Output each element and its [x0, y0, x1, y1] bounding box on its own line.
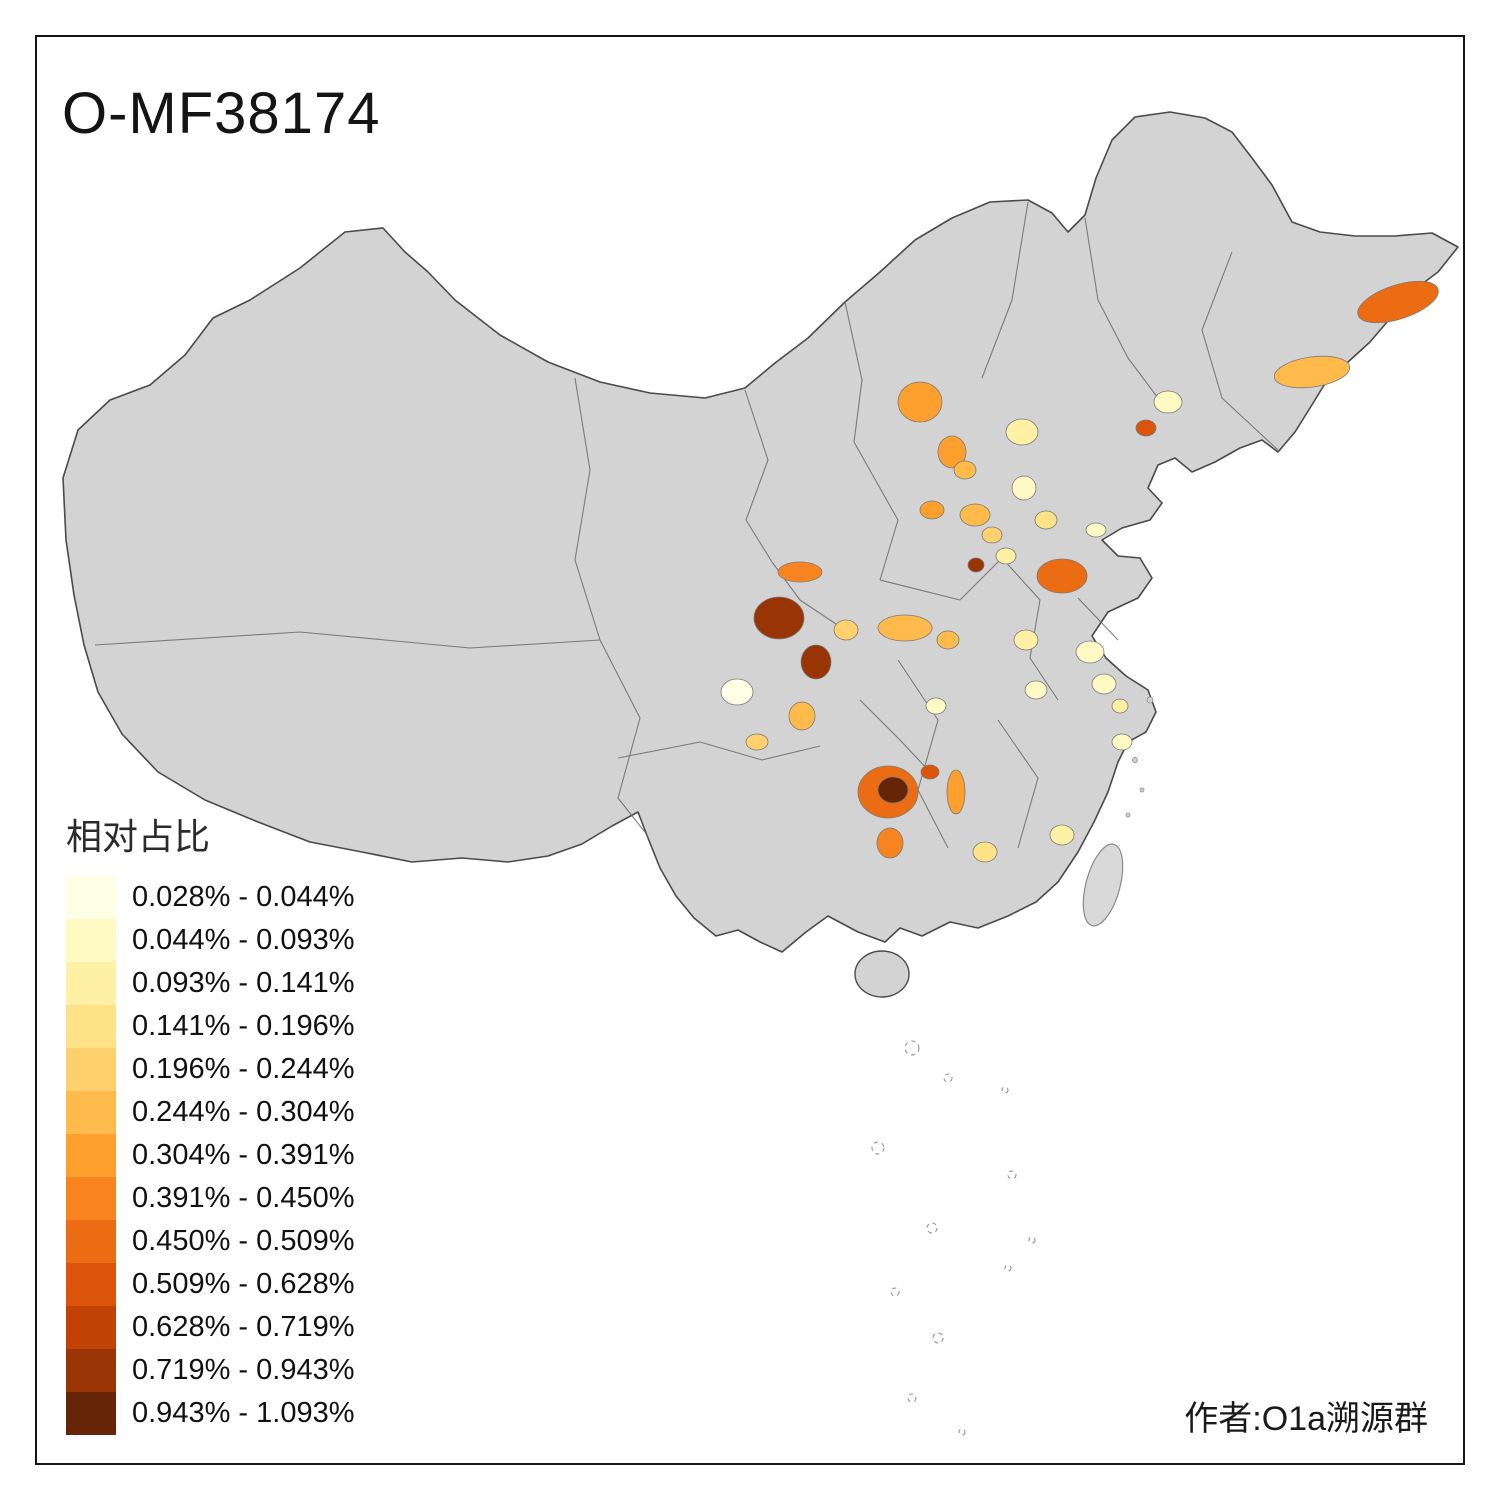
- taiwan-island: [1082, 843, 1124, 927]
- legend-swatch: [66, 1392, 116, 1435]
- map-region-highlight: [833, 619, 859, 641]
- legend-row: 0.628% - 0.719%: [66, 1306, 466, 1349]
- legend-row: 0.044% - 0.093%: [66, 919, 466, 962]
- map-region-highlight: [953, 460, 977, 480]
- legend: 相对占比 0.028% - 0.044% 0.044% - 0.093% 0.093…: [66, 808, 466, 1435]
- legend-swatch: [66, 1177, 116, 1220]
- legend-label: 0.304% - 0.391%: [132, 1139, 355, 1171]
- map-title: O-MF38174: [62, 81, 381, 146]
- map-region-highlight: [897, 381, 943, 423]
- map-region-highlight: [925, 697, 947, 715]
- map-region-highlight: [1111, 698, 1129, 714]
- legend-swatch: [66, 919, 116, 962]
- map-region-highlight: [800, 644, 832, 680]
- legend-label: 0.509% - 0.628%: [132, 1268, 355, 1300]
- legend-row: 0.391% - 0.450%: [66, 1177, 466, 1220]
- map-region-highlight: [937, 435, 967, 469]
- legend-row: 0.093% - 0.141%: [66, 962, 466, 1005]
- author-credit: 作者:O1a溯源群: [1184, 1400, 1428, 1438]
- legend-swatch: [66, 1220, 116, 1263]
- province-borders: [94, 201, 1279, 849]
- map-region-highlight: [1111, 733, 1133, 751]
- map-region-highlight: [1034, 510, 1058, 530]
- legend-swatch: [66, 1005, 116, 1048]
- legend-rows: 0.028% - 0.044% 0.044% - 0.093% 0.093% - 0…: [66, 876, 466, 1435]
- legend-row: 0.450% - 0.509%: [66, 1220, 466, 1263]
- legend-title: 相对占比: [66, 816, 211, 857]
- legend-label: 0.628% - 0.719%: [132, 1311, 355, 1343]
- legend-row: 0.028% - 0.044%: [66, 876, 466, 919]
- map-region-highlight: [877, 614, 933, 642]
- map-region-highlight: [1075, 640, 1105, 664]
- map-region-highlight: [788, 701, 816, 731]
- map-region-highlight: [936, 630, 960, 650]
- map-region-highlight: [1085, 522, 1107, 538]
- legend-label: 0.391% - 0.450%: [132, 1182, 355, 1214]
- map-region-highlight: [920, 764, 940, 780]
- legend-swatch: [66, 962, 116, 1005]
- hainan-island: [854, 950, 910, 998]
- legend-row: 0.304% - 0.391%: [66, 1134, 466, 1177]
- legend-label: 0.028% - 0.044%: [132, 881, 355, 913]
- coastal-islets: [1125, 696, 1154, 818]
- map-region-highlight: [981, 526, 1003, 544]
- legend-label: 0.450% - 0.509%: [132, 1225, 355, 1257]
- map-region-highlight: [877, 776, 909, 804]
- legend-swatch: [66, 1091, 116, 1134]
- map-region-highlight: [959, 503, 991, 527]
- legend-swatch: [66, 1306, 116, 1349]
- legend-row: 0.719% - 0.943%: [66, 1349, 466, 1392]
- map-region-highlight: [1024, 680, 1048, 700]
- map-region-highlight: [1036, 558, 1088, 594]
- map-region-highlight: [1011, 475, 1037, 501]
- map-region-highlight: [1357, 280, 1439, 324]
- legend-label: 0.196% - 0.244%: [132, 1053, 355, 1085]
- legend-swatch: [66, 1048, 116, 1091]
- map-region-highlight: [995, 547, 1017, 565]
- south-china-sea-islets: [871, 1040, 1036, 1436]
- legend-swatch: [66, 1263, 116, 1306]
- legend-label: 0.943% - 1.093%: [132, 1397, 355, 1429]
- map-region-highlight: [967, 557, 985, 573]
- legend-swatch: [66, 876, 116, 919]
- map-region-highlight: [1005, 418, 1039, 446]
- map-region-highlight: [1135, 419, 1157, 437]
- legend-row: 0.509% - 0.628%: [66, 1263, 466, 1306]
- legend-label: 0.044% - 0.093%: [132, 924, 355, 956]
- legend-row: 0.244% - 0.304%: [66, 1091, 466, 1134]
- legend-label: 0.244% - 0.304%: [132, 1096, 355, 1128]
- legend-row: 0.943% - 1.093%: [66, 1392, 466, 1435]
- map-region-highlight: [919, 500, 945, 520]
- map-region-highlight: [1091, 673, 1117, 695]
- map-region-highlight: [753, 596, 805, 640]
- map-region-highlight: [745, 733, 769, 751]
- legend-label: 0.719% - 0.943%: [132, 1354, 355, 1386]
- legend-row: 0.141% - 0.196%: [66, 1005, 466, 1048]
- highlight-regions: [720, 280, 1439, 863]
- map-region-highlight: [1013, 629, 1039, 651]
- map-region-highlight: [876, 827, 904, 859]
- legend-row: 0.196% - 0.244%: [66, 1048, 466, 1091]
- legend-swatch: [66, 1134, 116, 1177]
- map-region-highlight: [1273, 355, 1351, 389]
- legend-swatch: [66, 1349, 116, 1392]
- map-region-highlight: [946, 769, 966, 815]
- legend-label: 0.141% - 0.196%: [132, 1010, 355, 1042]
- map-region-highlight: [1049, 824, 1075, 846]
- map-region-highlight: [720, 678, 754, 706]
- map-region-highlight: [972, 841, 998, 863]
- map-region-highlight: [1153, 390, 1183, 414]
- map-region-highlight: [777, 561, 823, 583]
- legend-label: 0.093% - 0.141%: [132, 967, 355, 999]
